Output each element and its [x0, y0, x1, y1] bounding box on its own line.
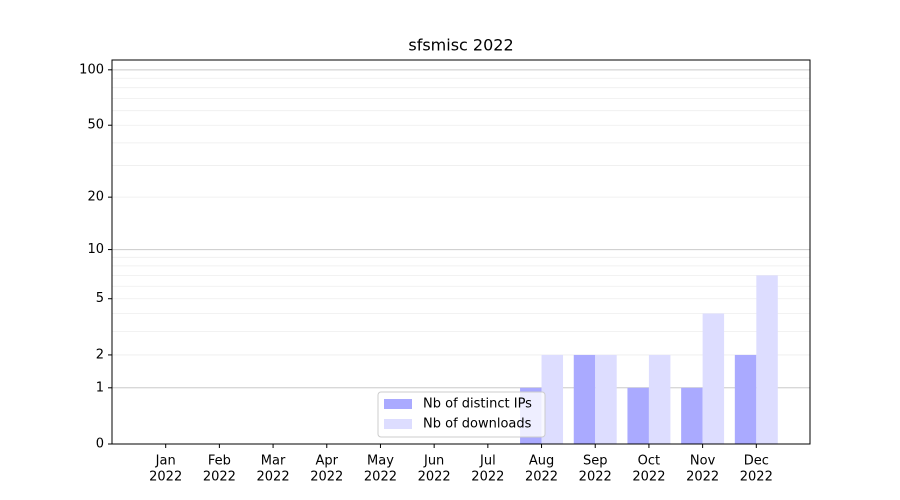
x-tick-label: Nov — [690, 454, 716, 469]
bar — [541, 354, 564, 444]
bar — [627, 387, 649, 444]
x-tick-label: 2022 — [632, 470, 665, 485]
legend-box — [377, 391, 546, 438]
bar — [681, 387, 703, 444]
y-tick-label: 20 — [87, 190, 104, 205]
x-tick-label: 2022 — [257, 470, 290, 485]
bar — [648, 354, 671, 444]
x-tick-label: 2022 — [740, 470, 773, 485]
x-tick-label: 2022 — [418, 470, 451, 485]
x-tick-label: Dec — [744, 454, 769, 469]
x-tick-label: 2022 — [471, 470, 504, 485]
chart-title: sfsmisc 2022 — [408, 36, 513, 55]
x-tick-label: Jan — [155, 454, 176, 469]
x-tick-label: Mar — [261, 454, 286, 469]
bar — [702, 313, 725, 444]
legend-label: Nb of downloads — [423, 417, 532, 432]
y-tick-label: 1 — [96, 380, 104, 395]
legend-swatch — [384, 399, 412, 409]
x-tick-label: May — [367, 454, 394, 469]
x-tick-label: 2022 — [579, 470, 612, 485]
x-tick-label: 2022 — [686, 470, 719, 485]
x-tick-label: 2022 — [364, 470, 397, 485]
bar — [756, 275, 778, 444]
bar — [573, 354, 596, 444]
x-tick-label: Jun — [423, 454, 444, 469]
y-tick-label: 50 — [87, 118, 104, 133]
y-tick-label: 100 — [79, 62, 104, 77]
x-tick-label: Oct — [638, 454, 660, 469]
legend-label: Nb of distinct IPs — [423, 397, 532, 412]
x-tick-label: 2022 — [310, 470, 343, 485]
x-tick-label: 2022 — [149, 470, 182, 485]
x-tick-label: 2022 — [203, 470, 236, 485]
legend-swatch — [384, 419, 412, 429]
x-tick-label: Jul — [479, 454, 496, 469]
plot-frame — [111, 59, 811, 445]
bar — [734, 354, 757, 444]
x-tick-label: Feb — [208, 454, 231, 469]
bar — [595, 354, 617, 444]
x-tick-label: 2022 — [525, 470, 558, 485]
x-tick-label: Apr — [316, 454, 339, 469]
y-tick-label: 5 — [96, 291, 104, 306]
y-tick-label: 10 — [87, 242, 104, 257]
y-tick-label: 2 — [96, 347, 104, 362]
x-tick-label: Aug — [529, 454, 554, 469]
x-tick-label: Sep — [583, 454, 608, 469]
y-tick-label: 0 — [96, 437, 104, 452]
